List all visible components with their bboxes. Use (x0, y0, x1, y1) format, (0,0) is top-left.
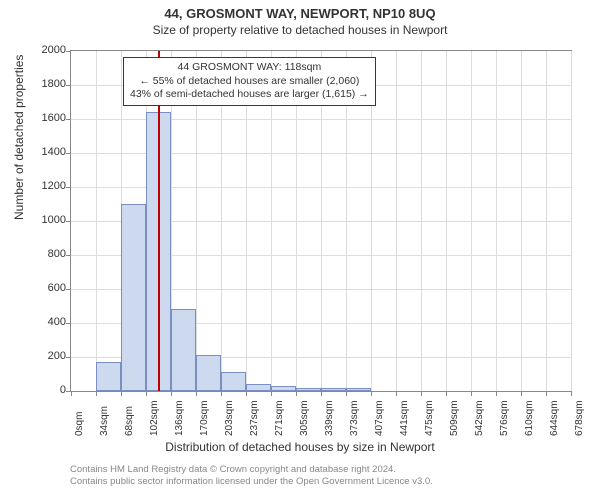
xtick-label: 644sqm (549, 400, 560, 436)
xtick-mark (121, 391, 122, 396)
histogram-bar (96, 362, 121, 391)
xtick-label: 407sqm (374, 400, 385, 436)
xtick-label: 34sqm (99, 406, 110, 436)
xtick-mark (396, 391, 397, 396)
xtick-mark (421, 391, 422, 396)
xtick-mark (521, 391, 522, 396)
xtick-mark (71, 391, 72, 396)
ytick-label: 1400 (32, 146, 66, 158)
xtick-mark (246, 391, 247, 396)
ytick-label: 1000 (32, 214, 66, 226)
xtick-mark (571, 391, 572, 396)
xtick-mark (496, 391, 497, 396)
infobox-line3: 43% of semi-detached houses are larger (… (130, 88, 369, 102)
xtick-label: 678sqm (574, 400, 585, 436)
gridline-v (446, 51, 447, 391)
ytick-label: 1600 (32, 112, 66, 124)
xtick-label: 271sqm (274, 400, 285, 436)
gridline-v (96, 51, 97, 391)
x-axis-label: Distribution of detached houses by size … (0, 440, 600, 454)
ytick-label: 400 (32, 316, 66, 328)
page-title: 44, GROSMONT WAY, NEWPORT, NP10 8UQ (0, 0, 600, 21)
gridline-v (396, 51, 397, 391)
xtick-label: 373sqm (349, 400, 360, 436)
xtick-mark (196, 391, 197, 396)
ytick-label: 1200 (32, 180, 66, 192)
xtick-label: 441sqm (399, 400, 410, 436)
xtick-label: 136sqm (174, 400, 185, 436)
reference-infobox: 44 GROSMONT WAY: 118sqm ← 55% of detache… (123, 57, 376, 106)
histogram-bar (171, 309, 196, 391)
ytick-mark (66, 357, 71, 358)
ytick-label: 0 (32, 384, 66, 396)
histogram-bar (121, 204, 146, 391)
histogram-bar (321, 388, 346, 391)
ytick-mark (66, 85, 71, 86)
xtick-label: 170sqm (199, 400, 210, 436)
ytick-label: 600 (32, 282, 66, 294)
xtick-mark (146, 391, 147, 396)
histogram-bar (271, 386, 296, 391)
ytick-label: 2000 (32, 44, 66, 56)
gridline-v (546, 51, 547, 391)
credit-line1: Contains HM Land Registry data © Crown c… (70, 464, 433, 476)
ytick-label: 800 (32, 248, 66, 260)
page-subtitle: Size of property relative to detached ho… (0, 21, 600, 37)
ytick-label: 1800 (32, 78, 66, 90)
infobox-line1: 44 GROSMONT WAY: 118sqm (130, 61, 369, 75)
xtick-label: 68sqm (124, 406, 135, 436)
xtick-mark (296, 391, 297, 396)
gridline-v (571, 51, 572, 391)
xtick-label: 509sqm (449, 400, 460, 436)
xtick-mark (546, 391, 547, 396)
xtick-label: 0sqm (74, 412, 85, 436)
xtick-mark (171, 391, 172, 396)
credit-line2: Contains public sector information licen… (70, 476, 433, 488)
xtick-label: 237sqm (249, 400, 260, 436)
xtick-label: 576sqm (499, 400, 510, 436)
histogram-bar (296, 388, 321, 391)
xtick-label: 102sqm (149, 400, 160, 436)
ytick-mark (66, 51, 71, 52)
chart-container: 44, GROSMONT WAY, NEWPORT, NP10 8UQ Size… (0, 0, 600, 500)
xtick-mark (271, 391, 272, 396)
xtick-label: 203sqm (224, 400, 235, 436)
histogram-bar (196, 355, 220, 391)
gridline-v (471, 51, 472, 391)
ytick-label: 200 (32, 350, 66, 362)
ytick-mark (66, 221, 71, 222)
xtick-mark (221, 391, 222, 396)
ytick-mark (66, 255, 71, 256)
xtick-mark (346, 391, 347, 396)
xtick-mark (96, 391, 97, 396)
ytick-mark (66, 187, 71, 188)
xtick-mark (371, 391, 372, 396)
xtick-label: 610sqm (524, 400, 535, 436)
ytick-mark (66, 119, 71, 120)
xtick-label: 339sqm (324, 400, 335, 436)
histogram-bar (246, 384, 271, 391)
gridline-v (521, 51, 522, 391)
xtick-mark (446, 391, 447, 396)
ytick-mark (66, 289, 71, 290)
gridline-v (421, 51, 422, 391)
xtick-mark (471, 391, 472, 396)
gridline-v (496, 51, 497, 391)
xtick-label: 475sqm (424, 400, 435, 436)
xtick-label: 542sqm (474, 400, 485, 436)
ytick-mark (66, 153, 71, 154)
y-axis-label: Number of detached properties (12, 55, 26, 220)
histogram-bar (346, 388, 371, 391)
plot-area: 44 GROSMONT WAY: 118sqm ← 55% of detache… (70, 50, 572, 392)
xtick-mark (321, 391, 322, 396)
infobox-line2: ← 55% of detached houses are smaller (2,… (130, 75, 369, 89)
ytick-mark (66, 323, 71, 324)
histogram-bar (221, 372, 246, 391)
xtick-label: 305sqm (299, 400, 310, 436)
credits: Contains HM Land Registry data © Crown c… (70, 464, 433, 488)
